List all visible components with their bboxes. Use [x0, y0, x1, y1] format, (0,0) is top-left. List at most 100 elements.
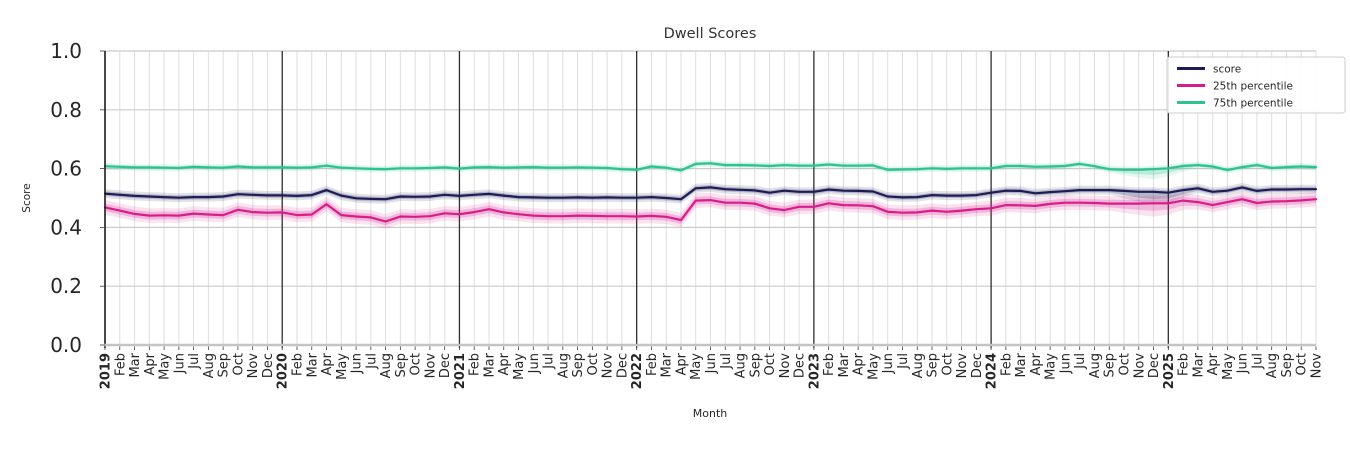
- x-tick-label-month: Feb: [113, 353, 128, 376]
- x-tick-label-month: Apr: [1206, 352, 1221, 375]
- x-tick-label-month: Mar: [482, 352, 497, 377]
- x-tick-label-month: Nov: [955, 353, 970, 379]
- x-tick-label-month: May: [158, 353, 173, 380]
- x-tick-label-month: Apr: [497, 352, 512, 375]
- ci-band-outer-score: [105, 182, 1316, 205]
- x-tick-label-month: Mar: [305, 352, 320, 377]
- axes: [100, 50, 1317, 350]
- x-tick-label-year: 2020: [276, 353, 291, 389]
- x-tick-label-month: Aug: [1088, 353, 1103, 378]
- x-tick-label-month: Jul: [364, 353, 379, 370]
- x-tick-label-month: Oct: [586, 353, 601, 375]
- x-tick-label-month: Jun: [704, 353, 719, 374]
- x-tick-label-month: Oct: [231, 353, 246, 375]
- x-tick-label-month: Jun: [881, 353, 896, 374]
- tick-labels: 2019 Feb Mar Apr May Jun Jul Aug Sep Oct Nov Dec 202…: [50, 39, 1324, 389]
- x-tick-label-month: Oct: [1118, 353, 1133, 375]
- y-axis-label: Score: [21, 183, 33, 212]
- legend: score 25th percentile 75th percentile: [1166, 56, 1346, 114]
- x-tick-label-month: Apr: [852, 352, 867, 375]
- x-tick-label-month: Sep: [1103, 353, 1118, 378]
- x-tick-label-month: Jun: [1058, 353, 1073, 374]
- x-tick-label-month: Sep: [1280, 353, 1295, 378]
- x-tick-label-month: Oct: [1295, 353, 1310, 375]
- x-tick-label-month: Oct: [409, 353, 424, 375]
- chart-title: Dwell Scores: [664, 26, 757, 42]
- legend-box: [1166, 56, 1346, 114]
- x-tick-label-month: Nov: [423, 353, 438, 379]
- x-tick-label-month: Jun: [172, 353, 187, 374]
- x-tick-label-month: Aug: [202, 353, 217, 378]
- x-tick-label-month: Jul: [542, 353, 557, 370]
- x-tick-label-month: Mar: [1191, 352, 1206, 377]
- x-tick-label-year: 2024: [985, 353, 1000, 389]
- x-tick-label-month: Aug: [734, 353, 749, 378]
- x-tick-label-month: May: [512, 353, 527, 380]
- x-tick-label-year: 2022: [630, 353, 645, 389]
- x-tick-label-month: Dec: [615, 353, 630, 378]
- x-tick-label-month: Aug: [1265, 353, 1280, 378]
- x-tick-label-month: Aug: [379, 353, 394, 378]
- y-tick-label: 0.6: [50, 157, 82, 181]
- x-tick-label-month: Feb: [822, 353, 837, 376]
- x-tick-label-month: Feb: [999, 353, 1014, 376]
- x-tick-label-month: Mar: [660, 352, 675, 377]
- x-tick-label-month: Jul: [719, 353, 734, 370]
- series-line-score: [103, 186, 1318, 201]
- x-tick-label-month: Apr: [320, 352, 335, 375]
- x-tick-label-month: Nov: [1310, 353, 1325, 379]
- x-tick-label-month: Nov: [1132, 353, 1147, 379]
- x-axis-label: Month: [693, 407, 728, 420]
- y-tick-label: 0.4: [50, 215, 82, 239]
- legend-label-25th-percentile: 25th percentile: [1213, 81, 1293, 93]
- x-tick-label-month: Jun: [1236, 353, 1251, 374]
- x-tick-label-month: Dec: [970, 353, 985, 378]
- x-tick-label-month: Dec: [1147, 353, 1162, 378]
- x-tick-label-month: Feb: [1177, 353, 1192, 376]
- legend-label-75th-percentile: 75th percentile: [1213, 98, 1293, 110]
- series-line-25th-percentile: [103, 198, 1318, 223]
- x-tick-label-month: May: [1044, 353, 1059, 380]
- x-tick-label-year: 2019: [99, 353, 114, 389]
- x-tick-label-year: 2021: [453, 353, 468, 389]
- x-tick-label-month: Sep: [571, 353, 586, 378]
- x-tick-label-month: Feb: [290, 353, 305, 376]
- x-tick-label-month: Aug: [911, 353, 926, 378]
- x-tick-label-month: Jul: [1073, 353, 1088, 370]
- x-tick-label-year: 2025: [1162, 353, 1177, 389]
- x-tick-label-month: Oct: [763, 353, 778, 375]
- series-line-75th-percentile: [103, 162, 1318, 172]
- x-tick-label-month: Apr: [674, 352, 689, 375]
- y-tick-label: 0.0: [50, 333, 82, 357]
- x-tick-label-month: Sep: [748, 353, 763, 378]
- x-tick-label-month: Jun: [350, 353, 365, 374]
- x-tick-label-month: May: [1221, 353, 1236, 380]
- series-lines: [103, 162, 1318, 223]
- x-tick-label-month: Jul: [896, 353, 911, 370]
- x-tick-label-month: Mar: [1014, 352, 1029, 377]
- x-tick-label-month: Jun: [527, 353, 542, 374]
- x-tick-label-month: May: [689, 353, 704, 380]
- x-tick-label-month: May: [866, 353, 881, 380]
- ci-band-outer-25th-percentile: [105, 191, 1316, 229]
- ci-band-outer-75th-percentile: [105, 160, 1316, 180]
- x-tick-label-month: Apr: [1029, 352, 1044, 375]
- x-tick-label-year: 2023: [807, 353, 822, 389]
- x-tick-label-month: May: [335, 353, 350, 380]
- x-tick-label-month: Dec: [438, 353, 453, 378]
- x-tick-label-month: Dec: [793, 353, 808, 378]
- x-tick-label-month: Dec: [261, 353, 276, 378]
- x-tick-label-month: Nov: [246, 353, 261, 379]
- y-tick-label: 0.8: [50, 98, 82, 122]
- x-tick-label-month: Apr: [143, 352, 158, 375]
- legend-label-score: score: [1213, 64, 1241, 76]
- x-tick-label-month: Feb: [468, 353, 483, 376]
- x-tick-label-month: Nov: [601, 353, 616, 379]
- x-tick-label-month: Jul: [187, 353, 202, 370]
- x-tick-label-month: Mar: [837, 352, 852, 377]
- x-tick-label-month: Nov: [778, 353, 793, 379]
- ci-band-inner-25th-percentile: [105, 195, 1316, 226]
- x-tick-label-month: Sep: [394, 353, 409, 378]
